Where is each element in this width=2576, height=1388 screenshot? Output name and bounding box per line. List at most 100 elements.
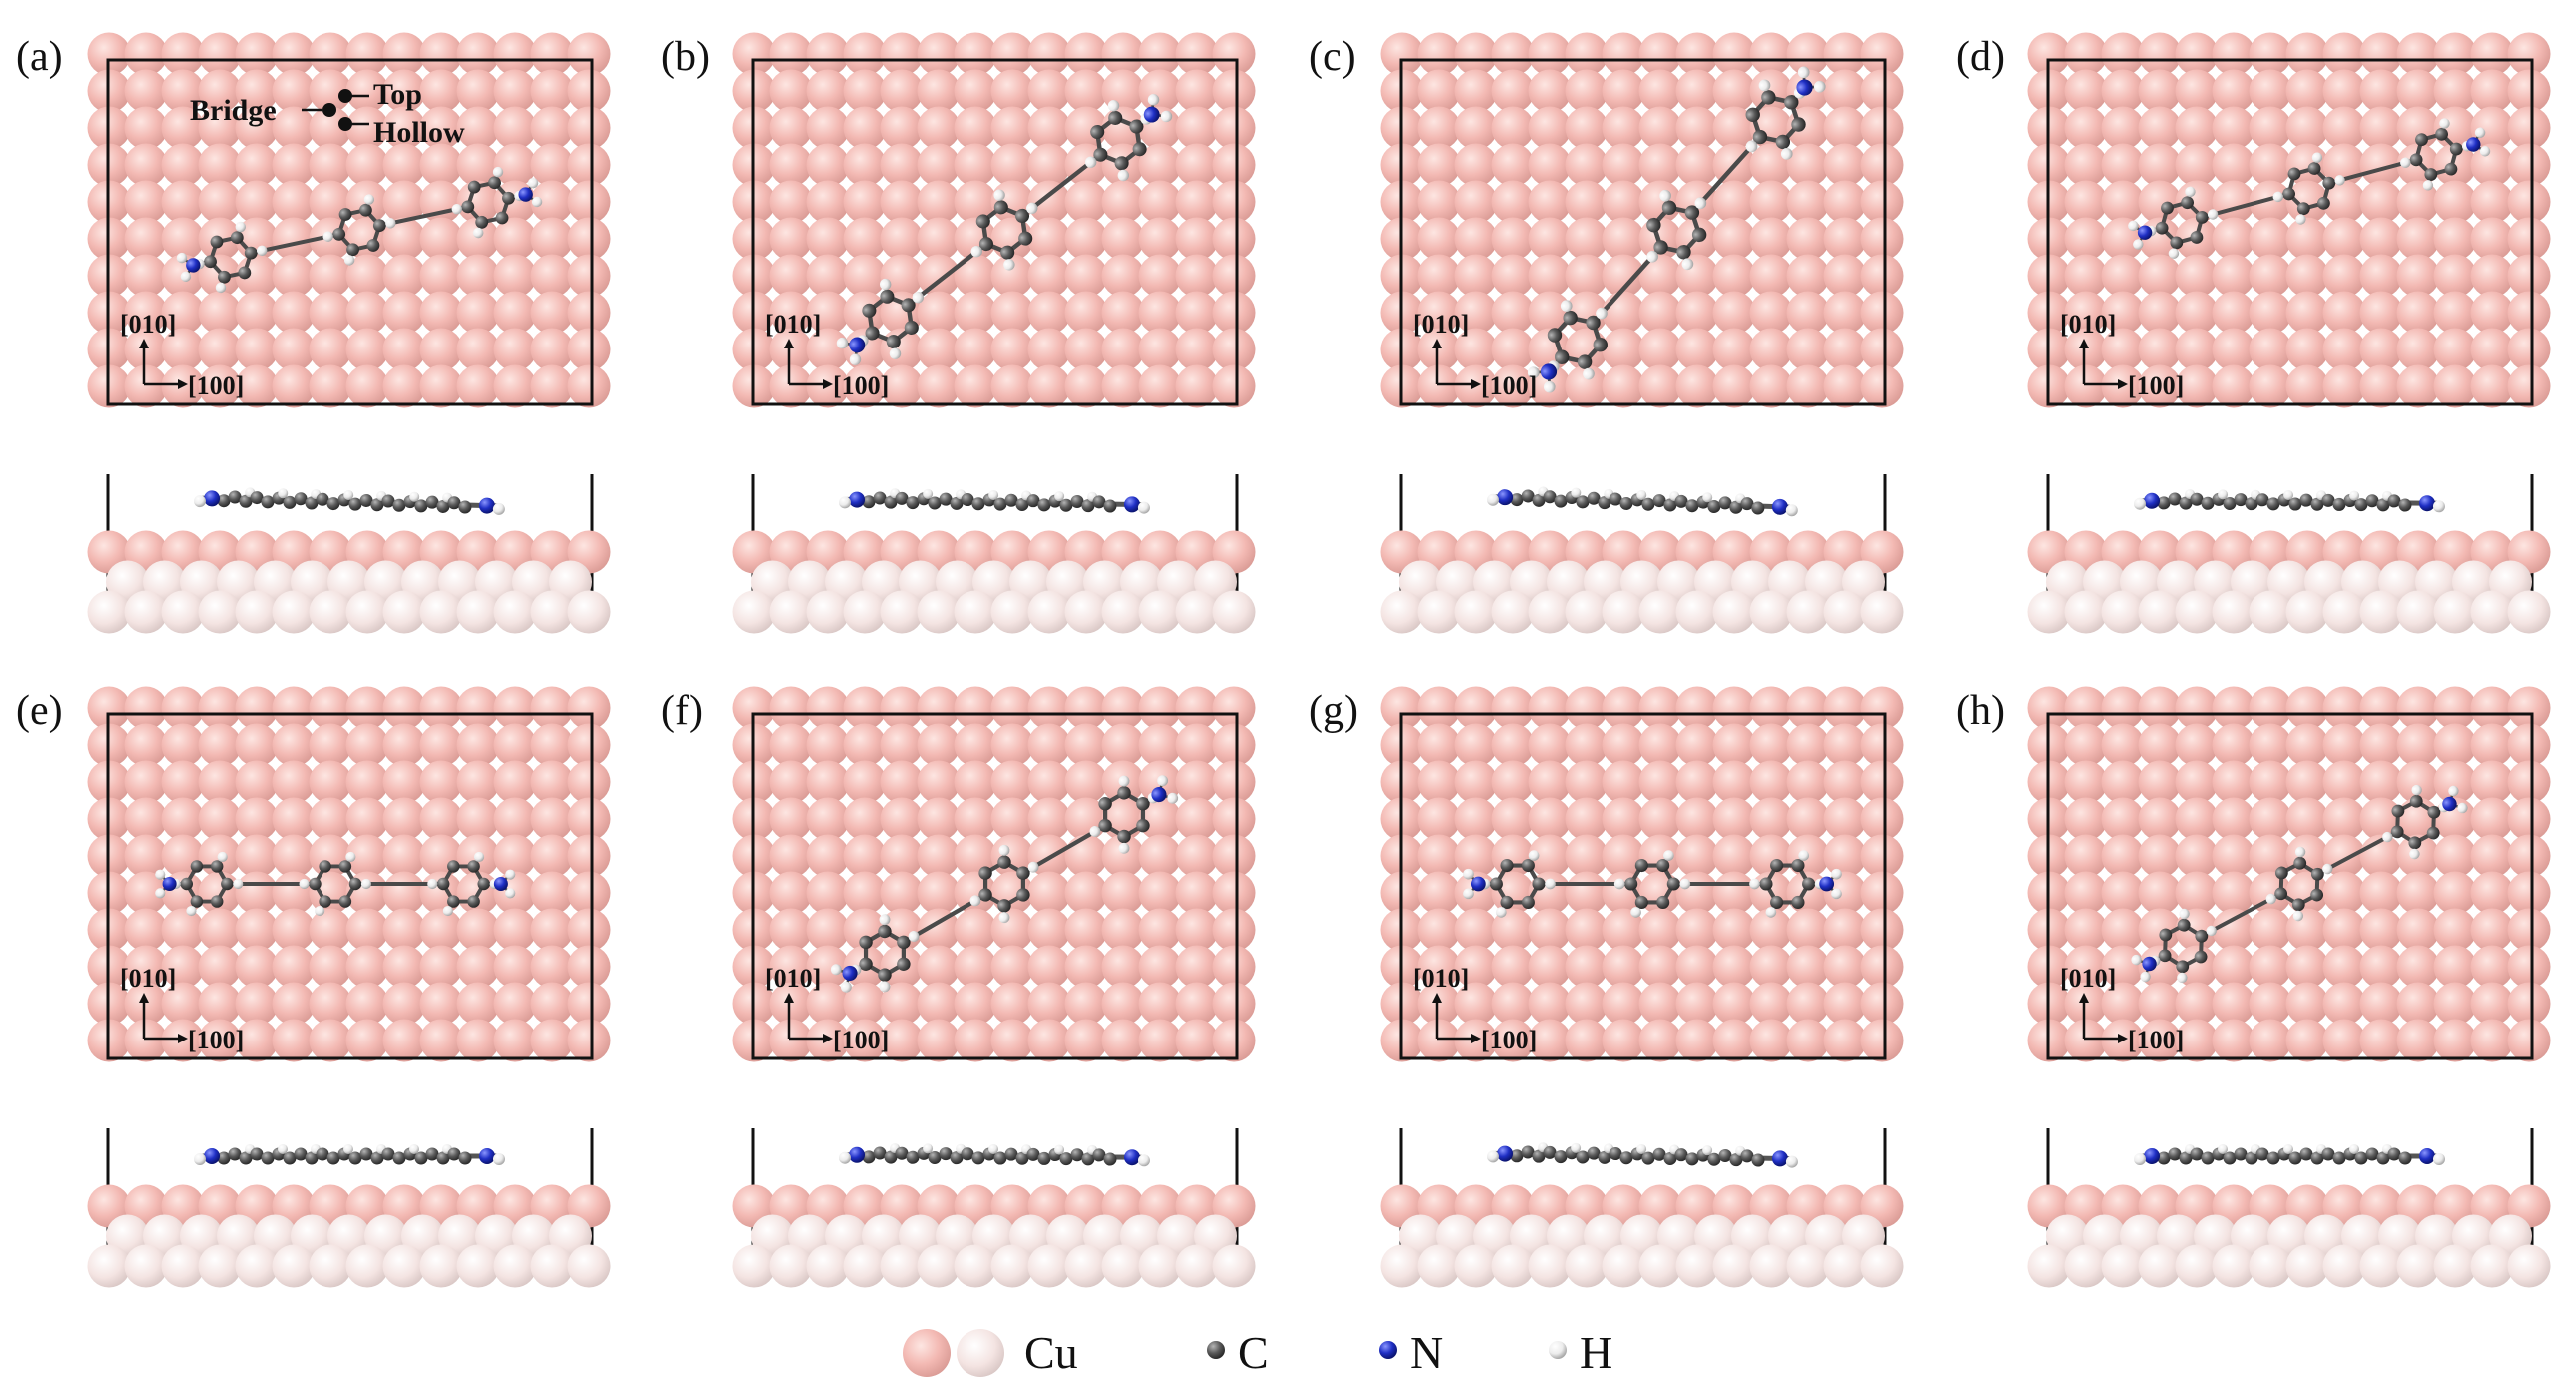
- cu-atom: [843, 982, 887, 1026]
- cu-atom: [382, 686, 426, 730]
- cu-atom: [2285, 254, 2329, 298]
- cu-atom: [1138, 723, 1182, 767]
- carbon-atom: [1653, 240, 1668, 255]
- cu-atom: [2249, 254, 2292, 298]
- cu-atom: [2322, 797, 2366, 841]
- legend-item-n: N: [1379, 1327, 1443, 1378]
- cu-atom: [1491, 217, 1535, 261]
- carbon-atom: [230, 231, 244, 245]
- cu-atom: [732, 1244, 776, 1288]
- nitrogen-atom: [204, 490, 221, 507]
- cu-atom: [1491, 106, 1535, 150]
- cu-atom: [2138, 364, 2182, 408]
- cu-atom: [1712, 69, 1756, 113]
- hydrogen-atom: [2218, 1144, 2228, 1154]
- cu-atom: [456, 982, 500, 1026]
- cu-atom: [954, 908, 997, 952]
- hydrogen-atom: [1054, 491, 1065, 502]
- carbon-atom: [2179, 1151, 2193, 1165]
- carbon-atom: [1016, 888, 1030, 902]
- cu-atom: [954, 760, 997, 804]
- cu-atom: [2175, 106, 2219, 150]
- cu-atom: [917, 254, 961, 298]
- cu-atom: [1602, 797, 1645, 841]
- carbon-atom: [338, 208, 352, 221]
- cu-atom: [806, 590, 850, 634]
- cu-atom: [1675, 364, 1719, 408]
- cu-atom: [456, 686, 500, 730]
- cu-atom: [2359, 143, 2403, 187]
- hydrogen-atom: [343, 1144, 353, 1154]
- hydrogen-atom: [1613, 878, 1625, 890]
- cu-atom: [1602, 760, 1645, 804]
- cu-atom: [530, 1019, 574, 1062]
- cu-atom: [1602, 1244, 1645, 1288]
- cu-atom: [1786, 217, 1830, 261]
- cu-atom: [1638, 364, 1682, 408]
- cu-atom: [309, 1244, 352, 1288]
- cu-atom: [309, 760, 352, 804]
- cu-atom: [769, 834, 813, 878]
- hydrogen-atom: [1749, 878, 1760, 890]
- cu-atom: [198, 32, 242, 76]
- cu-atom: [1565, 723, 1609, 767]
- hydrogen-atom: [838, 496, 851, 509]
- carbon-atom: [2293, 856, 2307, 870]
- cu-atom: [2101, 760, 2145, 804]
- carbon-atom: [1547, 328, 1563, 343]
- carbon-atom: [2195, 929, 2209, 943]
- carbon-atom: [1543, 1145, 1557, 1159]
- cu-atom: [2507, 180, 2551, 224]
- cu-atom: [1491, 180, 1535, 224]
- carbon-atom: [1770, 895, 1784, 910]
- hydrogen-atom: [233, 878, 244, 890]
- carbon-atom: [1081, 1152, 1095, 1166]
- cu-atom: [1565, 871, 1609, 915]
- cu-atom: [1064, 291, 1108, 335]
- cu-atom: [2249, 328, 2292, 371]
- cu-atom: [1491, 590, 1535, 634]
- hydrogen-atom: [1463, 868, 1474, 880]
- cu-atom: [880, 180, 924, 224]
- cu-atom: [769, 982, 813, 1026]
- cu-atom: [2285, 217, 2329, 261]
- cu-atom: [806, 143, 850, 187]
- cu-atom: [1212, 254, 1256, 298]
- carbon-atom: [1098, 818, 1112, 833]
- cu-atom: [806, 69, 850, 113]
- carbon-atom: [1802, 877, 1816, 891]
- carbon-atom: [1136, 797, 1150, 811]
- carbon-atom: [1791, 858, 1805, 873]
- carbon-atom: [2168, 1147, 2182, 1161]
- carbon-atom: [502, 191, 515, 205]
- cu-atom: [2285, 686, 2329, 730]
- carbon-atom: [1656, 858, 1670, 873]
- carbon-atom: [1609, 1147, 1622, 1161]
- cu-atom: [1212, 291, 1256, 335]
- cu-atom: [990, 590, 1034, 634]
- cu-atom: [2470, 723, 2514, 767]
- cu-atom: [530, 797, 574, 841]
- cu-atom: [2433, 1019, 2477, 1062]
- cu-atom: [769, 1019, 813, 1062]
- panel-label: (a): [16, 34, 63, 80]
- carbon-atom: [2201, 496, 2215, 510]
- cu-atom: [530, 871, 574, 915]
- carbon-atom: [1532, 1149, 1546, 1163]
- cu-atom: [1749, 32, 1793, 76]
- cu-atom: [1101, 686, 1145, 730]
- cu-atom: [1491, 69, 1535, 113]
- cu-atom: [1027, 590, 1071, 634]
- carbon-atom: [1674, 494, 1688, 508]
- cu-atom: [769, 1244, 813, 1288]
- cu-atom: [1565, 908, 1609, 952]
- cu-atom: [2064, 760, 2108, 804]
- cu-atom: [2507, 945, 2551, 989]
- cu-atom: [1675, 945, 1719, 989]
- cu-atom: [419, 760, 463, 804]
- cu-atom: [567, 143, 611, 187]
- cu-atom: [1638, 291, 1682, 335]
- carbon-atom: [239, 494, 253, 508]
- cu-atom: [1380, 1244, 1424, 1288]
- cu-atom: [1491, 291, 1535, 335]
